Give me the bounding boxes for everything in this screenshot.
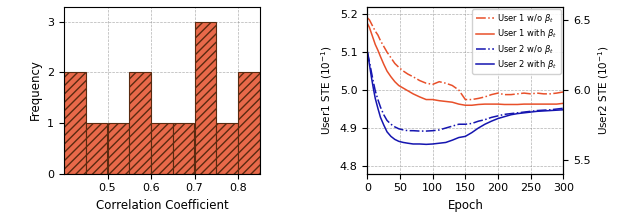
Bar — [129, 72, 151, 174]
Bar — [216, 123, 238, 174]
Y-axis label: Frequency: Frequency — [29, 60, 42, 120]
Bar — [108, 123, 129, 174]
X-axis label: Correlation Coefficient: Correlation Coefficient — [95, 199, 228, 212]
Bar — [151, 123, 173, 174]
Bar — [64, 72, 86, 174]
Y-axis label: User2 STE ($10^{-1}$): User2 STE ($10^{-1}$) — [596, 45, 611, 135]
Bar — [238, 72, 260, 174]
Bar — [86, 123, 108, 174]
Bar — [195, 22, 216, 174]
X-axis label: Epoch: Epoch — [447, 199, 483, 212]
Bar — [173, 123, 195, 174]
Y-axis label: User1 STE ($10^{-1}$): User1 STE ($10^{-1}$) — [319, 45, 334, 135]
Legend: User 1 w/o $\beta_t$, User 1 with $\beta_t$, User 2 w/o $\beta_t$, User 2 with $: User 1 w/o $\beta_t$, User 1 with $\beta… — [472, 9, 561, 74]
